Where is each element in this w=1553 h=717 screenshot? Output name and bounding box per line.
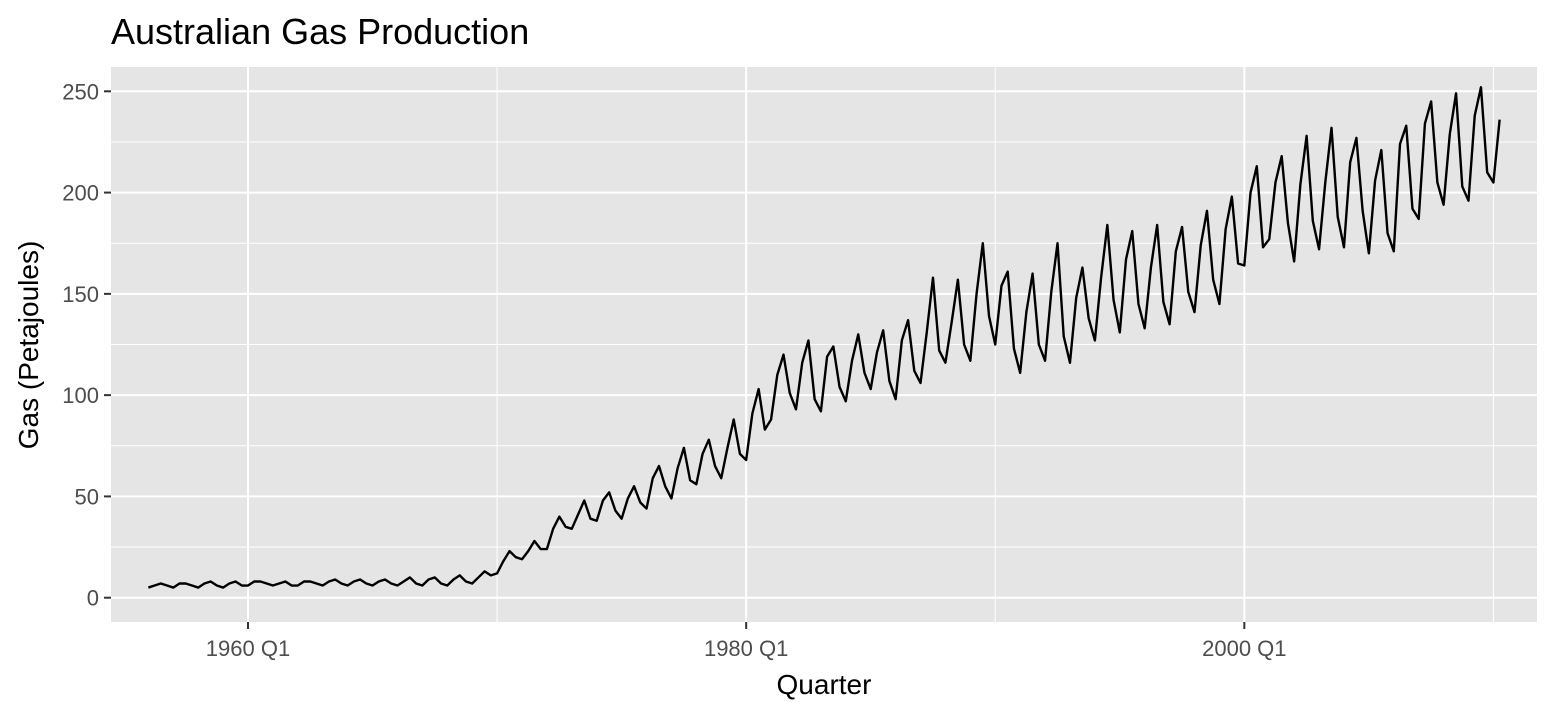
y-tick-label: 0 <box>87 586 99 611</box>
x-tick-label: 1960 Q1 <box>206 636 290 661</box>
x-axis-title: Quarter <box>777 669 872 700</box>
x-tick-label: 2000 Q1 <box>1202 636 1286 661</box>
x-axis: 1960 Q1 1980 Q1 2000 Q1 <box>206 622 1287 661</box>
y-axis: 0 50 100 150 200 250 <box>62 79 111 611</box>
series-line <box>147 86 1501 589</box>
y-tick-label: 50 <box>75 484 99 509</box>
y-tick-label: 250 <box>62 79 99 104</box>
y-axis-title: Gas (Petajoules) <box>13 241 44 450</box>
grid <box>111 67 1537 622</box>
y-tick-label: 200 <box>62 181 99 206</box>
series-layer <box>147 86 1501 589</box>
x-tick-label: 1980 Q1 <box>704 636 788 661</box>
y-tick-label: 100 <box>62 383 99 408</box>
chart-title: Australian Gas Production <box>111 11 529 52</box>
y-tick-label: 150 <box>62 282 99 307</box>
line-series <box>147 86 1501 589</box>
